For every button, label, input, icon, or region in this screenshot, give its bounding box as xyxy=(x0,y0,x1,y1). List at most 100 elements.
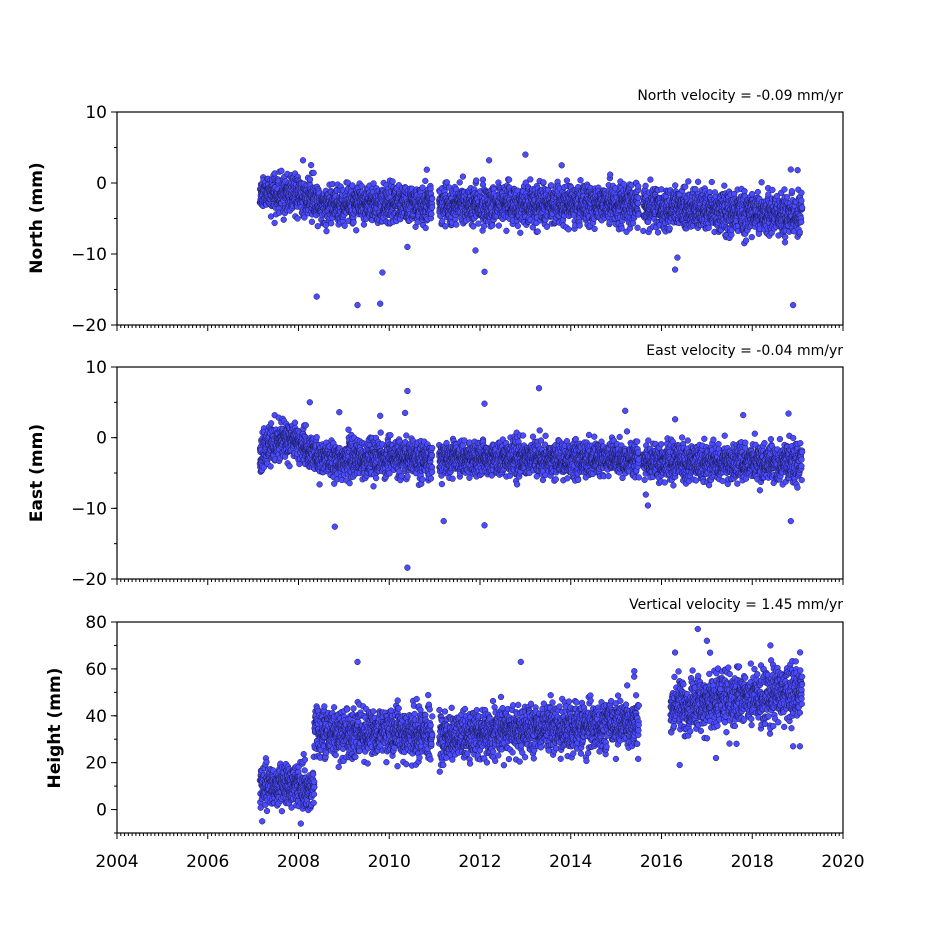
data-point xyxy=(620,181,627,188)
data-point xyxy=(798,218,805,226)
outlier-point xyxy=(558,162,565,169)
data-point xyxy=(647,176,654,183)
data-point xyxy=(721,182,728,189)
data-point xyxy=(565,226,572,233)
data-point xyxy=(754,188,761,196)
data-point xyxy=(634,224,641,231)
data-point xyxy=(316,481,323,488)
data-point xyxy=(527,176,534,183)
data-point xyxy=(685,178,692,185)
east-axis-label: East (mm) xyxy=(27,424,47,522)
data-point xyxy=(769,186,776,194)
outlier-point xyxy=(299,157,307,164)
data-point xyxy=(682,183,689,190)
data-point xyxy=(341,222,348,229)
data-point xyxy=(439,218,446,225)
data-point xyxy=(666,225,673,232)
outlier-point xyxy=(404,243,411,251)
outlier-point xyxy=(522,151,529,158)
outlier-point xyxy=(379,269,386,276)
data-point xyxy=(783,194,791,201)
data-point xyxy=(470,223,477,230)
outlier-point xyxy=(671,266,679,273)
data-point xyxy=(534,228,541,235)
data-point xyxy=(505,176,513,183)
data-point xyxy=(328,220,335,227)
data-point xyxy=(517,229,524,236)
data-point xyxy=(280,216,287,223)
data-point xyxy=(310,169,317,177)
data-point xyxy=(563,177,571,184)
data-point xyxy=(798,189,805,196)
data-point xyxy=(788,188,796,195)
data-point xyxy=(758,179,765,186)
data-point xyxy=(473,177,480,184)
outlier-point xyxy=(787,166,794,173)
data-point xyxy=(294,215,301,222)
data-point xyxy=(503,227,510,234)
data-point xyxy=(798,204,806,211)
north-panel: North velocity = -0.09 mm/yr North (mm) … xyxy=(27,88,844,336)
data-point xyxy=(591,225,598,233)
north-axis-label: North (mm) xyxy=(27,162,47,273)
data-point xyxy=(781,239,789,246)
data-point xyxy=(350,219,357,226)
outlier-point xyxy=(354,301,361,309)
data-point xyxy=(796,228,803,236)
data-point xyxy=(358,182,365,190)
data-point xyxy=(456,179,463,186)
data-point xyxy=(577,177,584,184)
data-point xyxy=(428,204,436,211)
y-tick-label: 0 xyxy=(96,429,107,449)
outlier-point xyxy=(313,293,320,300)
outlier-point xyxy=(377,300,384,307)
data-point xyxy=(419,184,426,191)
y-tick-label: −20 xyxy=(71,570,107,590)
data-point xyxy=(442,223,449,230)
y-tick-label: 0 xyxy=(96,174,107,194)
data-point xyxy=(705,224,712,231)
y-tick-label: 10 xyxy=(85,358,107,378)
data-point xyxy=(306,176,314,183)
data-point xyxy=(428,210,435,218)
north-velocity-title: North velocity = -0.09 mm/yr xyxy=(637,88,843,104)
data-point xyxy=(429,195,436,202)
data-point xyxy=(267,420,275,427)
data-point xyxy=(634,199,642,207)
data-point xyxy=(278,167,285,174)
data-point xyxy=(782,233,789,241)
data-point xyxy=(267,213,275,220)
east-velocity-title: East velocity = -0.04 mm/yr xyxy=(646,343,843,359)
data-point xyxy=(308,218,316,225)
outlier-point xyxy=(789,301,797,309)
data-point xyxy=(443,179,451,186)
data-point xyxy=(453,221,460,228)
data-point xyxy=(607,171,614,178)
data-point xyxy=(459,173,467,180)
north-y-ticks: 100−10−20 xyxy=(71,103,117,336)
y-tick-label: −20 xyxy=(71,316,107,336)
data-point xyxy=(271,219,278,227)
data-point xyxy=(672,182,679,189)
data-point xyxy=(422,224,429,232)
y-tick-label: −10 xyxy=(71,499,107,519)
data-point xyxy=(748,233,755,241)
outlier-point xyxy=(481,268,488,275)
data-point xyxy=(654,229,662,236)
data-point xyxy=(422,177,429,185)
data-point xyxy=(798,197,805,204)
outlier-point xyxy=(794,167,801,174)
data-point xyxy=(423,166,430,173)
data-point xyxy=(314,223,321,230)
y-tick-label: −10 xyxy=(71,245,107,265)
data-point xyxy=(286,463,293,470)
data-point xyxy=(389,178,396,185)
data-point xyxy=(514,222,521,230)
data-point xyxy=(640,227,647,235)
data-point xyxy=(323,228,330,235)
data-point xyxy=(642,182,649,189)
data-point xyxy=(489,222,496,229)
outlier-point xyxy=(472,247,479,254)
outlier-point xyxy=(674,254,681,261)
